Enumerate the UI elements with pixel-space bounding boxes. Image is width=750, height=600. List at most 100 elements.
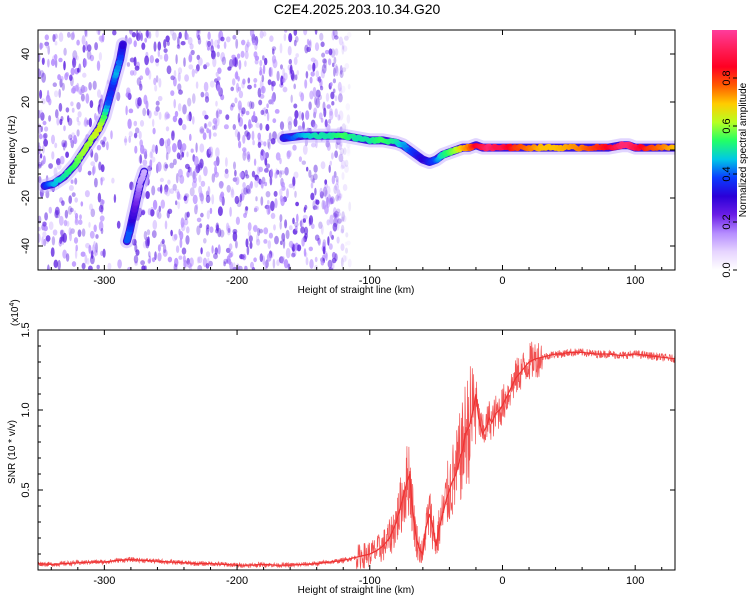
spectrogram-noise-cell — [208, 260, 213, 267]
spectrogram-noise-cell — [205, 194, 211, 204]
spectrogram-track-point — [136, 183, 143, 189]
spectrogram-noise-cell — [249, 100, 253, 110]
spectrogram-noise-cell — [198, 174, 202, 183]
spectrogram-noise-cell — [38, 147, 41, 155]
spectrogram-noise-cell — [332, 207, 337, 218]
spectrogram-noise-cell — [248, 123, 253, 128]
spectrogram-noise-cell — [42, 221, 47, 227]
spectrogram-noise-cell — [63, 47, 67, 56]
spectrogram-noise-cell — [314, 95, 320, 106]
spectrogram-noise-cell — [96, 60, 101, 71]
spectrogram-noise-cell — [280, 64, 283, 70]
spectrogram-noise-cell — [343, 147, 347, 155]
spectrogram-noise-cell — [42, 231, 47, 238]
spectrogram-noise-cell — [313, 164, 318, 173]
spectrogram-noise-cell — [160, 241, 165, 247]
spectrogram-noise-cell — [217, 39, 221, 44]
spectrogram-noise-cell — [309, 259, 314, 269]
spectrogram-noise-cell — [339, 147, 345, 156]
spectrogram-noise-cell — [237, 100, 242, 111]
spectrogram-noise-cell — [274, 235, 279, 245]
spectrogram-noise-cell — [263, 239, 268, 244]
spectrogram-noise-cell — [341, 41, 345, 50]
spectrogram-noise-cell — [70, 67, 75, 76]
spectrogram-noise-cell — [340, 228, 345, 234]
spectrogram-noise-cell — [177, 67, 183, 75]
spectrogram-x-axis-label: Height of straight line (km) — [298, 285, 415, 296]
spectrogram-noise-cell — [280, 170, 285, 175]
spectrogram-noise-cell — [177, 168, 183, 178]
spectrogram-noise-cell — [143, 230, 148, 240]
spectrogram-noise-cell — [89, 230, 95, 239]
spectrogram-noise-cell — [57, 259, 61, 270]
spectrogram-noise-cell — [336, 208, 341, 214]
spectrogram-noise-cell — [164, 112, 168, 121]
spectrogram-noise-cell — [54, 210, 59, 219]
spectrogram-noise-cell — [98, 161, 102, 171]
spectrogram-noise-cell — [301, 237, 305, 247]
spectrogram-noise-cell — [327, 259, 333, 269]
spectrogram-noise-cell — [272, 118, 277, 124]
spectrogram-noise-cell — [200, 247, 203, 255]
spectrogram-noise-cell — [259, 30, 264, 39]
spectrogram-noise-cell — [100, 176, 105, 182]
spectrogram-noise-cell — [294, 74, 298, 81]
spectrogram-noise-cell — [329, 214, 334, 225]
spectrogram-noise-cell — [173, 99, 176, 109]
spectrogram-noise-cell — [314, 256, 318, 263]
spectrogram-noise-cell — [149, 55, 154, 64]
spectrogram-noise-cell — [308, 217, 312, 227]
spectrogram-noise-cell — [238, 140, 242, 149]
spectrogram-noise-cell — [102, 248, 106, 258]
spectrogram-noise-cell — [279, 214, 283, 222]
spectrogram-noise-cell — [239, 193, 243, 203]
spectrogram-noise-cell — [253, 207, 258, 213]
spectrogram-noise-cell — [257, 141, 262, 148]
spectrogram-noise-cell — [157, 252, 162, 262]
spectrogram-noise-cell — [219, 229, 225, 238]
spectrogram-noise-cell — [113, 194, 117, 203]
spectrogram-noise-cell — [172, 115, 178, 123]
spectrogram-noise-cell — [237, 265, 243, 270]
spectrogram-noise-cell — [134, 261, 138, 266]
spectrogram-noise-cell — [97, 192, 102, 203]
spectrogram-noise-cell — [347, 83, 351, 90]
spectrogram-noise-cell — [334, 183, 340, 191]
spectrogram-noise-cell — [52, 229, 58, 236]
spectrogram-noise-cell — [284, 166, 289, 176]
spectrogram-noise-cell — [166, 144, 171, 155]
spectrogram-noise-cell — [84, 190, 90, 198]
spectrogram-noise-cell — [177, 72, 181, 82]
spectrogram-noise-cell — [90, 161, 96, 167]
spectrogram-noise-cell — [266, 111, 270, 122]
spectrogram-noise-cell — [60, 234, 65, 241]
spectrogram-noise-cell — [194, 204, 198, 215]
spectrogram-noise-cell — [139, 120, 145, 127]
y-tick-label: 40 — [20, 48, 32, 60]
spectrogram-noise-cell — [239, 171, 244, 179]
spectrogram-noise-cell — [89, 203, 93, 211]
spectrogram-noise-cell — [262, 150, 266, 161]
spectrogram-noise-cell — [75, 55, 79, 61]
spectrogram-noise-cell — [265, 191, 271, 198]
spectrogram-plot-area — [38, 30, 675, 270]
spectrogram-noise-cell — [247, 101, 251, 107]
spectrogram-noise-cell — [82, 72, 87, 78]
spectrogram-noise-cell — [139, 75, 144, 80]
spectrogram-noise-cell — [244, 43, 249, 53]
spectrogram-noise-cell — [48, 115, 52, 122]
spectrogram-noise-cell — [331, 152, 334, 160]
spectrogram-noise-cell — [209, 80, 215, 88]
spectrogram-noise-cell — [127, 92, 132, 100]
spectrogram-noise-cell — [228, 258, 232, 266]
spectrogram-noise-cell — [253, 83, 257, 88]
spectrogram-noise-cell — [263, 141, 267, 147]
spectrogram-noise-cell — [38, 233, 41, 243]
spectrogram-track-point — [101, 114, 108, 120]
spectrogram-noise-cell — [38, 226, 41, 232]
spectrogram-noise-cell — [304, 79, 308, 89]
spectrogram-noise-cell — [257, 227, 261, 237]
spectrogram-noise-cell — [332, 88, 336, 94]
spectrogram-noise-cell — [334, 108, 338, 118]
spectrogram-noise-cell — [225, 247, 231, 253]
